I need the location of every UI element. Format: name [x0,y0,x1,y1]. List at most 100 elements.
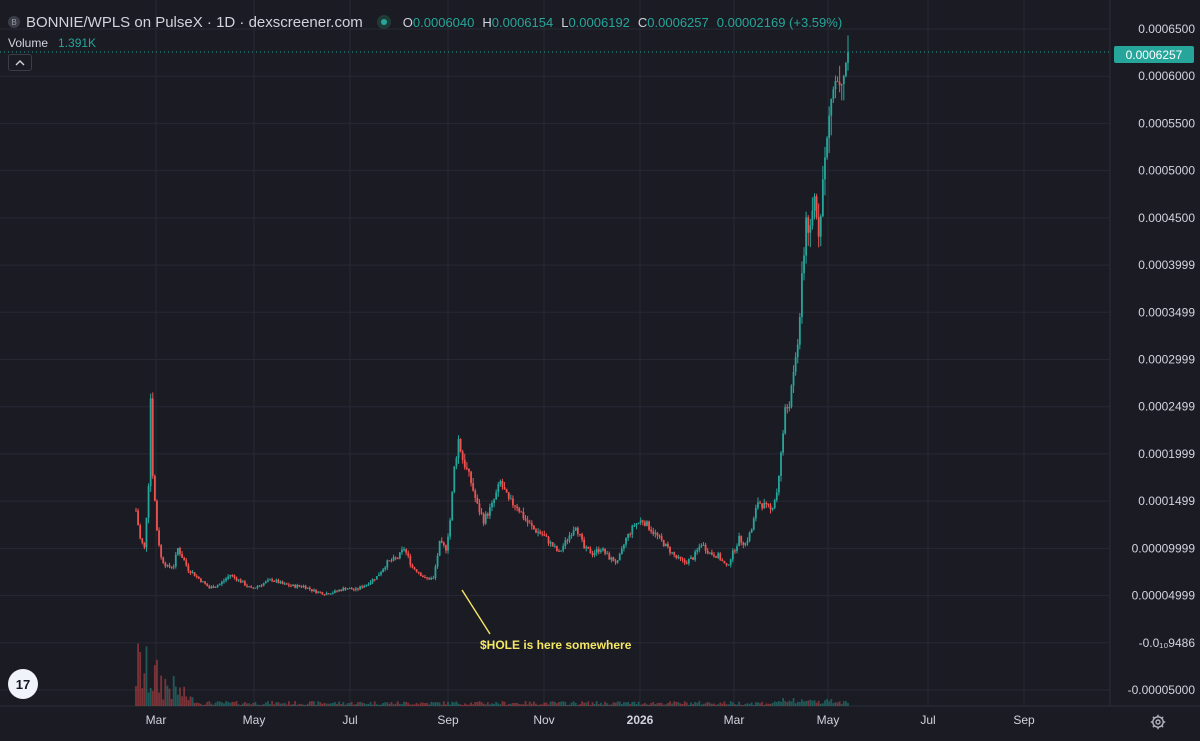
volume-bar [731,702,734,706]
volume-bar [235,701,238,706]
candle-body [721,560,724,562]
candle-body [275,579,278,582]
candle-body [279,581,282,584]
volume-bar [671,703,673,706]
volume-bar [717,704,720,706]
volume-bar [202,704,204,706]
candle-body [311,589,313,591]
candle-body [512,498,514,506]
volume-bar [635,704,638,706]
volume-bar [308,701,311,706]
candle-body [378,574,380,577]
volume-bar [587,701,590,706]
candle-body [501,481,504,488]
volume-bar [658,702,661,706]
volume-bar [545,702,548,706]
volume-bar [690,702,692,706]
volume-bar [643,702,646,706]
candle-body [623,544,625,549]
volume-bar [459,704,462,706]
volume-bar [497,703,500,706]
volume-bar [715,704,717,706]
candle-body [246,585,248,587]
candle-body [350,588,353,590]
volume-bar [579,704,581,706]
candle-body [191,572,194,574]
ohlc-low-label: L [561,14,569,30]
volume-bar [566,704,569,706]
volume-bar [729,701,732,706]
candle-body [256,586,259,588]
volume-bar [153,665,156,706]
volume-bar [583,702,586,706]
candle-body [438,540,441,556]
candle-body [290,585,292,587]
volume-bar [752,704,755,706]
candle-body [407,552,410,557]
volume-bar [426,702,428,706]
volume-bar [842,701,845,706]
volume-bar [595,701,598,706]
candle-body [447,536,449,551]
candle-body [748,532,751,541]
candle-body [474,490,477,498]
volume-bar [176,694,179,706]
candle-body [775,492,778,501]
candle-body [375,576,378,580]
volume-bar [593,703,596,706]
volume-bar [378,704,380,706]
candle-body [627,533,630,539]
candle-body [702,544,705,546]
candle-body [388,560,391,562]
volume-bar [815,702,818,706]
volume-bar [708,702,711,706]
candle-body [675,555,678,558]
candle-body [176,548,179,555]
candle-body [200,578,202,583]
candle-body [476,497,479,504]
candle-body [625,538,627,545]
candle-body [847,52,849,63]
candle-body [746,540,749,544]
volume-bar [765,703,768,706]
x-tick-label: Jul [920,713,935,727]
current-price-badge: 0.0006257 [1114,46,1194,63]
candle-body [457,439,460,459]
candle-body [687,558,690,564]
candle-body [520,511,523,513]
volume-bar [493,703,495,706]
settings-gear-icon[interactable] [1148,712,1168,732]
volume-bar [537,704,539,706]
volume-bar [375,704,378,706]
y-tick-label: 0.0005000 [1138,164,1195,178]
candle-body [620,548,623,555]
tradingview-logo-icon[interactable]: 17 [8,669,38,699]
volume-bar [792,698,795,706]
volume-bar [639,704,642,706]
candle-body [306,587,309,589]
volume-bar [317,701,320,706]
y-tick-label: 0.0004500 [1138,211,1195,225]
volume-bar [484,704,487,706]
candle-body [562,546,565,551]
candle-body [344,587,347,590]
volume-bar [419,702,422,706]
coin-badge-icon: B [8,16,20,28]
candle-body [677,556,680,558]
candle-body [685,562,688,564]
volume-bar [610,704,613,706]
candle-body [606,553,609,555]
candle-body [593,552,596,555]
volume-bar [227,701,230,706]
volume-bar [359,701,361,706]
candle-body [262,583,265,586]
candle-body [782,433,784,453]
candle-body [170,566,173,568]
candle-body [451,491,454,521]
volume-bar [646,704,648,706]
volume-bar [750,702,753,706]
candle-body [313,589,315,591]
candle-body [629,533,632,535]
collapse-legend-button[interactable] [8,54,32,71]
